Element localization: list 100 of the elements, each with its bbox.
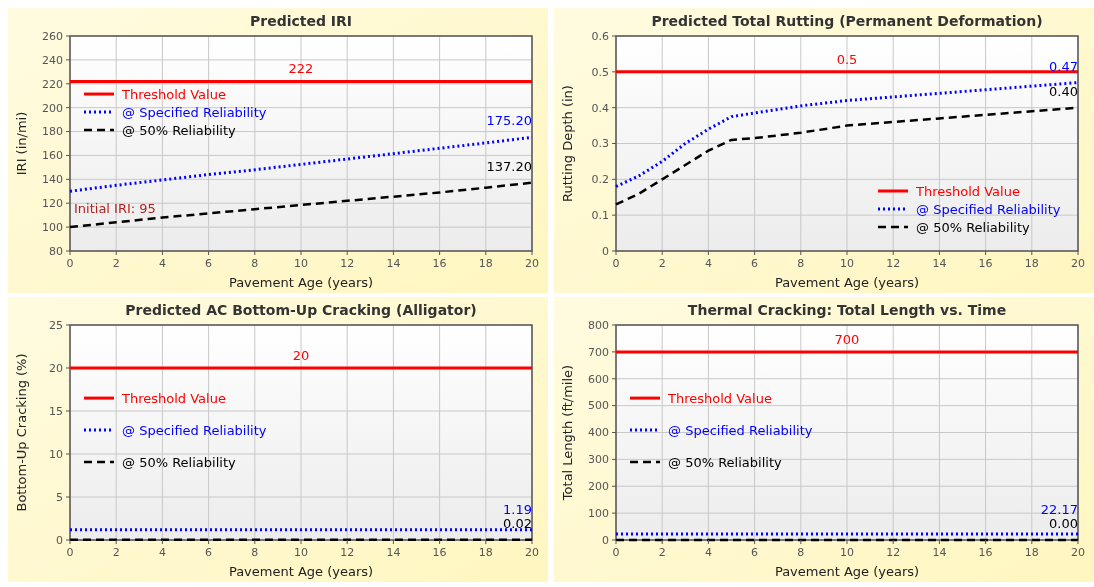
y-tick-label: 0 [56,533,63,547]
x-tick-label: 14 [932,546,947,559]
x-axis-title: Pavement Age (years) [228,275,374,290]
legend-label: @ Specified Reliability [122,422,267,438]
chart-title: Predicted AC Bottom-Up Cracking (Alligator) [125,302,477,318]
x-tick-label: 12 [340,546,355,559]
y-tick-label: 260 [42,29,63,43]
line-series [68,181,534,229]
y-tick-label: 0.2 [591,173,609,187]
y-tick-label: 0.6 [591,29,609,43]
x-axis-title: Pavement Age (years) [774,275,920,290]
y-tick-label: 0.5 [591,65,609,79]
y-tick-label: 160 [42,149,63,163]
x-tick-label: 0 [612,546,620,559]
x-tick-label: 0 [66,257,74,270]
x-tick-label: 4 [704,546,712,559]
annotation: Initial IRI: 95 [74,201,156,216]
y-tick-label: 140 [42,173,63,187]
x-tick-label: 6 [205,257,213,270]
chart-title: Thermal Cracking: Total Length vs. Time [687,302,1007,318]
y-tick-label: 25 [49,318,63,332]
x-tick-label: 2 [112,257,120,270]
x-tick-label: 8 [797,257,805,270]
y-tick-label: 200 [42,101,63,115]
y-axis-title: IRI (in/mi) [14,111,29,176]
x-tick-label: 16 [978,546,993,559]
chart-title: Predicted IRI [249,13,353,29]
x-tick-label: 12 [886,257,901,270]
x-tick-label: 18 [478,257,493,270]
legend-label: Threshold Value [121,86,226,102]
data-label: 700 [834,331,860,347]
data-label: 222 [288,61,314,77]
x-tick-label: 8 [251,546,259,559]
data-label: 1.19 [503,501,532,517]
x-tick-label: 14 [386,546,401,559]
y-axis-title: Total Length (ft/mile) [560,364,575,502]
x-tick-label: 4 [704,257,712,270]
y-tick-label: 0.1 [591,209,609,223]
x-tick-label: 6 [751,257,759,270]
x-tick-label: 6 [751,546,759,559]
x-tick-label: 16 [432,546,447,559]
y-tick-label: 100 [42,220,63,234]
data-label: 137.20 [486,158,532,174]
x-tick-label: 16 [978,257,993,270]
y-tick-label: 500 [588,399,609,413]
x-tick-label: 2 [112,546,120,559]
y-tick-label: 400 [588,426,609,440]
legend-label: @ 50% Reliability [122,122,236,138]
x-tick-label: 14 [386,257,401,270]
x-tick-label: 10 [840,546,854,559]
y-tick-label: 180 [42,125,63,139]
y-axis-title: Rutting Depth (in) [560,85,575,202]
y-axis-title: Bottom-Up Cracking (%) [14,353,29,512]
y-tick-label: 20 [49,361,63,375]
x-tick-label: 14 [932,257,947,270]
x-tick-label: 8 [251,257,259,270]
data-label: 20 [292,348,310,363]
x-tick-label: 4 [158,546,166,559]
x-tick-label: 2 [658,257,666,270]
data-label: 0.47 [1049,58,1078,74]
x-tick-label: 2 [658,546,666,559]
x-tick-label: 20 [525,546,539,559]
chart-title: Predicted Total Rutting (Permanent Deformation) [651,13,1043,29]
legend-label: @ 50% Reliability [916,219,1030,235]
data-label: 22.17 [1040,502,1078,517]
data-label: 0.40 [1049,83,1078,99]
x-tick-label: 20 [525,257,539,270]
x-tick-label: 10 [294,257,308,270]
x-tick-label: 18 [1024,546,1039,559]
legend-label: @ Specified Reliability [668,422,813,438]
y-tick-label: 100 [588,506,609,520]
x-tick-label: 18 [478,546,493,559]
x-tick-label: 0 [66,546,74,559]
legend-label: @ Specified Reliability [122,104,267,120]
x-tick-label: 12 [340,257,355,270]
data-label: 0.02 [503,515,532,531]
x-tick-label: 20 [1071,257,1085,270]
legend-label: @ 50% Reliability [668,454,782,470]
y-tick-label: 15 [49,404,63,418]
x-axis-title: Pavement Age (years) [774,564,920,579]
y-tick-label: 200 [588,480,609,494]
y-tick-label: 10 [49,447,63,461]
data-label: 0.00 [1049,516,1078,531]
legend-label: @ 50% Reliability [122,454,236,470]
x-axis-title: Pavement Age (years) [228,564,374,579]
x-tick-label: 20 [1071,546,1085,559]
y-tick-label: 0 [602,533,609,547]
y-tick-label: 120 [42,197,63,211]
x-tick-label: 16 [432,257,447,270]
legend-label: Threshold Value [121,390,226,406]
x-tick-label: 8 [797,546,805,559]
legend-label: Threshold Value [915,183,1020,199]
y-tick-label: 0.4 [591,101,609,115]
data-label: 0.5 [836,51,858,67]
y-tick-label: 80 [49,244,63,258]
y-tick-label: 240 [42,53,63,67]
x-tick-label: 10 [840,257,854,270]
data-label: 175.20 [486,113,532,129]
x-tick-label: 12 [886,546,901,559]
y-tick-label: 0.3 [591,137,609,151]
